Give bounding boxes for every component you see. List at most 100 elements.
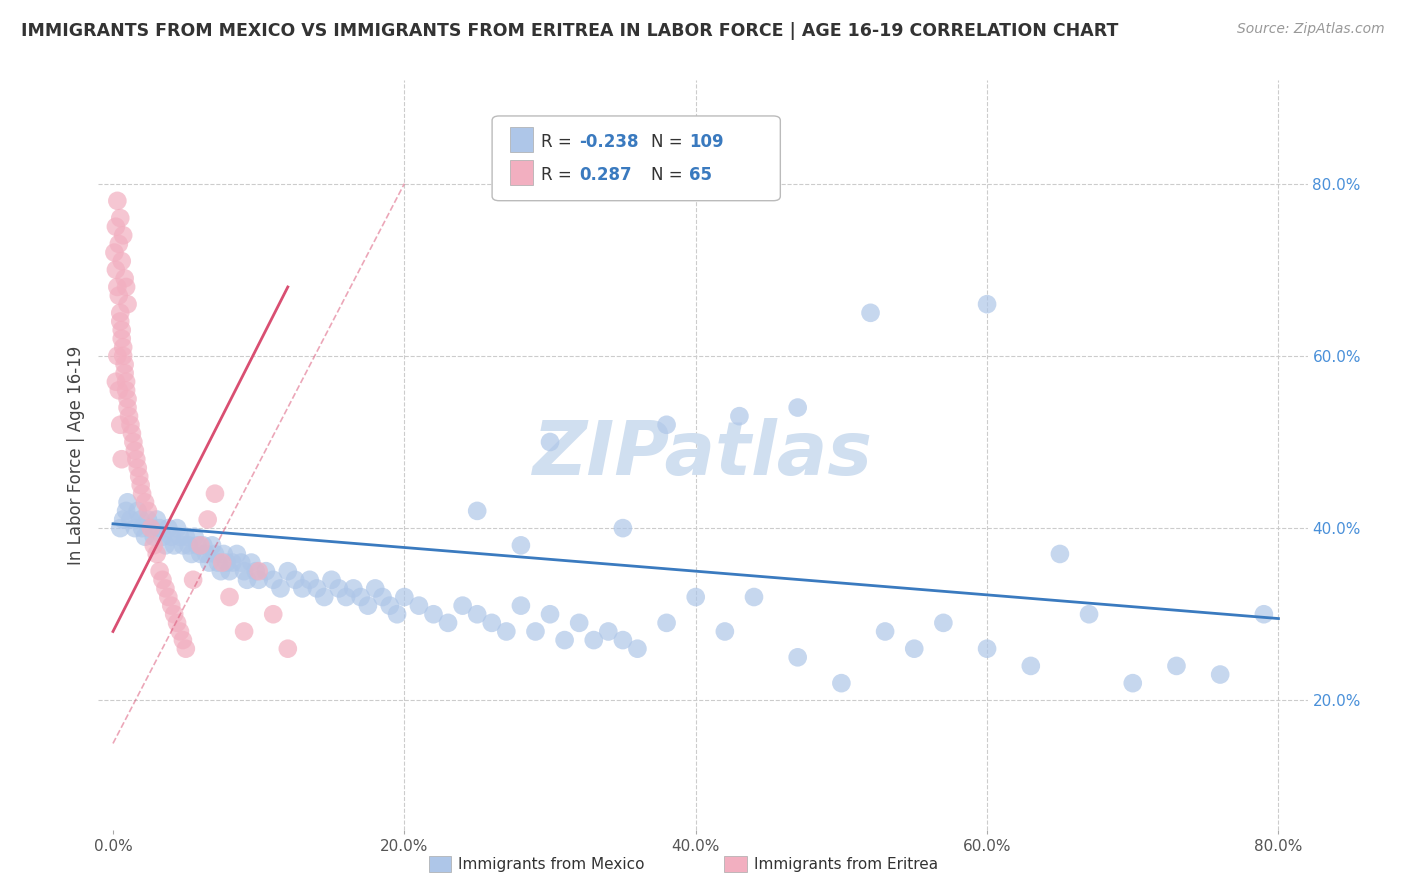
Point <box>314 590 336 604</box>
Point <box>180 547 202 561</box>
Text: IMMIGRANTS FROM MEXICO VS IMMIGRANTS FROM ERITREA IN LABOR FORCE | AGE 16-19 COR: IMMIGRANTS FROM MEXICO VS IMMIGRANTS FRO… <box>21 22 1118 40</box>
Point <box>1122 676 1144 690</box>
Point <box>481 615 503 630</box>
Point <box>157 590 180 604</box>
Point <box>174 530 197 544</box>
Point <box>139 521 162 535</box>
Point <box>612 633 634 648</box>
Point <box>174 641 197 656</box>
Point <box>626 641 648 656</box>
Point <box>152 530 174 544</box>
Point <box>115 280 138 294</box>
Point <box>262 607 284 622</box>
Point <box>195 547 218 561</box>
Point <box>117 495 139 509</box>
Point <box>364 582 387 596</box>
Point <box>598 624 620 639</box>
Point <box>350 590 373 604</box>
Point <box>903 641 925 656</box>
Text: Immigrants from Mexico: Immigrants from Mexico <box>458 857 645 871</box>
Point <box>163 607 186 622</box>
Point <box>262 573 284 587</box>
Point <box>166 615 188 630</box>
Point <box>437 615 460 630</box>
Point <box>131 521 153 535</box>
Point <box>245 564 267 578</box>
Point <box>110 314 132 328</box>
Point <box>201 538 224 552</box>
Point <box>240 556 263 570</box>
Point <box>136 512 159 526</box>
Point <box>277 641 299 656</box>
Point <box>298 573 321 587</box>
Point <box>110 306 132 320</box>
Text: N =: N = <box>651 166 682 184</box>
Point <box>305 582 328 596</box>
Point <box>117 297 139 311</box>
Point <box>655 615 678 630</box>
Point <box>120 512 142 526</box>
Point <box>211 556 233 570</box>
Point <box>1049 547 1071 561</box>
Point <box>830 676 852 690</box>
Text: 0.287: 0.287 <box>579 166 631 184</box>
Point <box>160 530 183 544</box>
Point <box>215 556 238 570</box>
Point <box>114 358 136 372</box>
Point <box>104 375 127 389</box>
Point <box>128 469 150 483</box>
Point <box>378 599 401 613</box>
Point <box>212 547 235 561</box>
Point <box>157 521 180 535</box>
Text: Immigrants from Eritrea: Immigrants from Eritrea <box>754 857 938 871</box>
Point <box>108 384 131 398</box>
Point <box>728 409 751 424</box>
Point <box>125 452 148 467</box>
Point <box>742 590 765 604</box>
Point <box>218 590 240 604</box>
Point <box>321 573 343 587</box>
Text: ZIPatlas: ZIPatlas <box>533 418 873 491</box>
Point <box>120 417 142 432</box>
Point <box>118 409 141 424</box>
Point <box>127 504 149 518</box>
Point <box>115 384 138 398</box>
Point <box>190 538 212 552</box>
Point <box>465 607 488 622</box>
Text: R =: R = <box>541 166 578 184</box>
Point <box>193 538 215 552</box>
Point <box>231 556 253 570</box>
Text: -0.238: -0.238 <box>579 133 638 151</box>
Point <box>218 564 240 578</box>
Point <box>142 530 165 544</box>
Point <box>145 512 167 526</box>
Point <box>169 530 191 544</box>
Point <box>495 624 517 639</box>
Text: Source: ZipAtlas.com: Source: ZipAtlas.com <box>1237 22 1385 37</box>
Point <box>197 512 219 526</box>
Point <box>328 582 350 596</box>
Point <box>114 366 136 380</box>
Point <box>110 211 132 225</box>
Point <box>163 538 186 552</box>
Point <box>134 495 156 509</box>
Point <box>207 556 229 570</box>
Point <box>247 564 270 578</box>
Point <box>342 582 364 596</box>
Point <box>209 564 232 578</box>
Point <box>204 486 226 500</box>
Point <box>1019 659 1042 673</box>
Point <box>786 650 808 665</box>
Point <box>131 486 153 500</box>
Point <box>538 607 561 622</box>
Point <box>105 349 128 363</box>
Point <box>111 323 134 337</box>
Point <box>394 590 416 604</box>
Point <box>524 624 547 639</box>
Point <box>190 547 212 561</box>
Point <box>124 521 146 535</box>
Point <box>186 538 208 552</box>
Point <box>1166 659 1188 673</box>
Point <box>1209 667 1232 681</box>
Point <box>112 340 135 354</box>
